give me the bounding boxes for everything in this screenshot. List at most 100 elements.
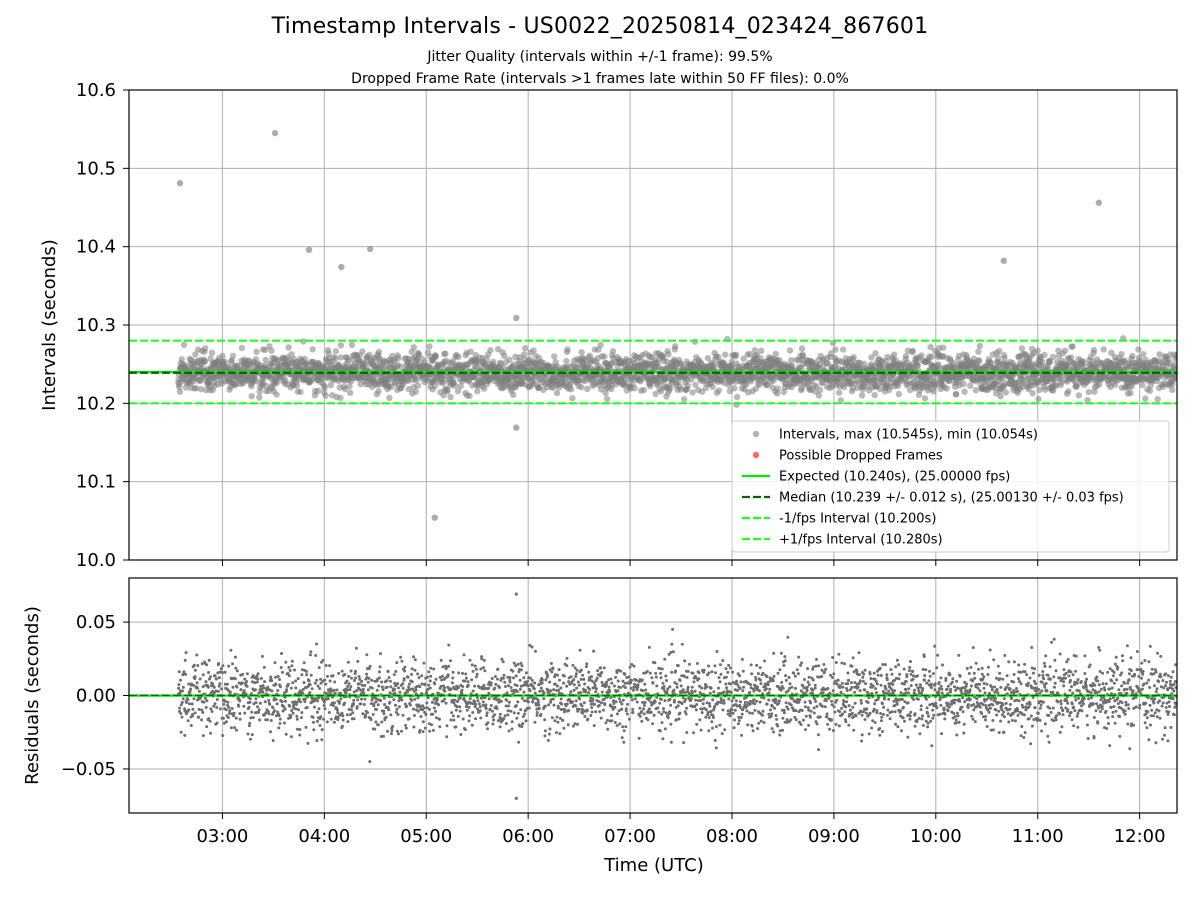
residual-point (221, 671, 224, 675)
residual-point (382, 712, 386, 716)
residual-point (438, 675, 442, 679)
residual-point (611, 707, 615, 711)
residual-point (346, 685, 350, 688)
residuals-series (176, 592, 1177, 800)
residual-point (359, 688, 363, 692)
residual-point (421, 730, 425, 734)
residual-point (607, 685, 611, 689)
residual-point (578, 648, 582, 652)
residual-point (519, 668, 523, 672)
interval-point (1080, 358, 1087, 365)
residual-point (240, 681, 244, 685)
residual-point (354, 676, 358, 680)
residual-point (380, 720, 384, 724)
residual-point (507, 700, 511, 704)
residual-point (214, 689, 218, 693)
interval-point (551, 353, 558, 360)
residual-point (233, 677, 237, 681)
residual-point (585, 662, 589, 666)
interval-point (530, 347, 537, 354)
residual-point (204, 706, 208, 709)
residual-point (360, 697, 363, 701)
interval-point (960, 380, 967, 387)
residual-point (259, 684, 263, 688)
residual-point (612, 684, 616, 688)
residual-point (496, 719, 500, 723)
residual-point (322, 717, 326, 721)
residual-point (515, 684, 519, 687)
residual-point (495, 707, 499, 710)
residual-point (220, 687, 224, 691)
residual-point (347, 682, 351, 686)
residual-point (502, 717, 506, 721)
residual-point (183, 707, 187, 711)
residual-point (429, 674, 433, 678)
residual-point (603, 703, 607, 707)
residual-point (608, 690, 612, 694)
residual-point (365, 672, 369, 676)
residual-point (424, 692, 428, 696)
residual-point (195, 681, 199, 685)
residual-point (508, 676, 512, 679)
residual-point (412, 714, 416, 717)
residual-point (299, 700, 303, 704)
residual-point (526, 684, 530, 688)
residual-point (577, 683, 581, 687)
residual-point (465, 708, 469, 712)
residual-point (215, 706, 219, 709)
residual-point (217, 662, 221, 665)
residual-point (498, 712, 502, 716)
residual-point (487, 686, 491, 690)
residual-point (183, 658, 187, 662)
residual-point (449, 718, 453, 722)
residual-point (552, 703, 556, 707)
residual-point (337, 701, 341, 705)
residual-point (565, 656, 569, 660)
residual-point (457, 671, 461, 675)
residual-point (370, 686, 374, 690)
residual-point (420, 692, 424, 695)
interval-point (457, 382, 464, 390)
interval-point (786, 347, 794, 354)
residual-point (201, 673, 205, 677)
residual-point (467, 719, 471, 723)
interval-point (201, 358, 209, 365)
residual-point (274, 682, 278, 686)
residual-point (506, 709, 510, 713)
interval-point (348, 341, 356, 349)
residual-point (186, 719, 190, 723)
interval-point (1002, 389, 1010, 396)
residual-point (340, 724, 344, 728)
interval-point (1052, 382, 1060, 389)
residual-point (517, 740, 521, 744)
residual-point (377, 670, 381, 674)
residual-point (422, 706, 426, 710)
residual-point (420, 682, 424, 686)
residual-point (433, 696, 437, 700)
residual-point (421, 720, 425, 724)
intervals-series (175, 129, 1177, 521)
interval-point (1169, 386, 1176, 394)
residual-point (387, 676, 391, 680)
interval-point (501, 352, 508, 359)
residual-point (276, 689, 280, 692)
residual-point (228, 709, 232, 713)
residual-point (614, 675, 618, 679)
residual-point (533, 720, 537, 724)
interval-point (262, 346, 269, 354)
residual-point (417, 676, 421, 680)
interval-point (799, 353, 807, 360)
residual-point (489, 704, 493, 707)
residual-point (257, 710, 261, 714)
residual-point (270, 679, 274, 683)
residual-point (581, 673, 585, 677)
residual-point (297, 708, 300, 712)
residual-point (346, 660, 350, 664)
interval-point (322, 392, 329, 399)
residual-point (478, 709, 482, 713)
residual-point (509, 686, 513, 689)
residual-point (379, 699, 383, 702)
interval-point (1166, 360, 1173, 367)
residual-point (212, 685, 216, 689)
residual-point (274, 714, 278, 718)
